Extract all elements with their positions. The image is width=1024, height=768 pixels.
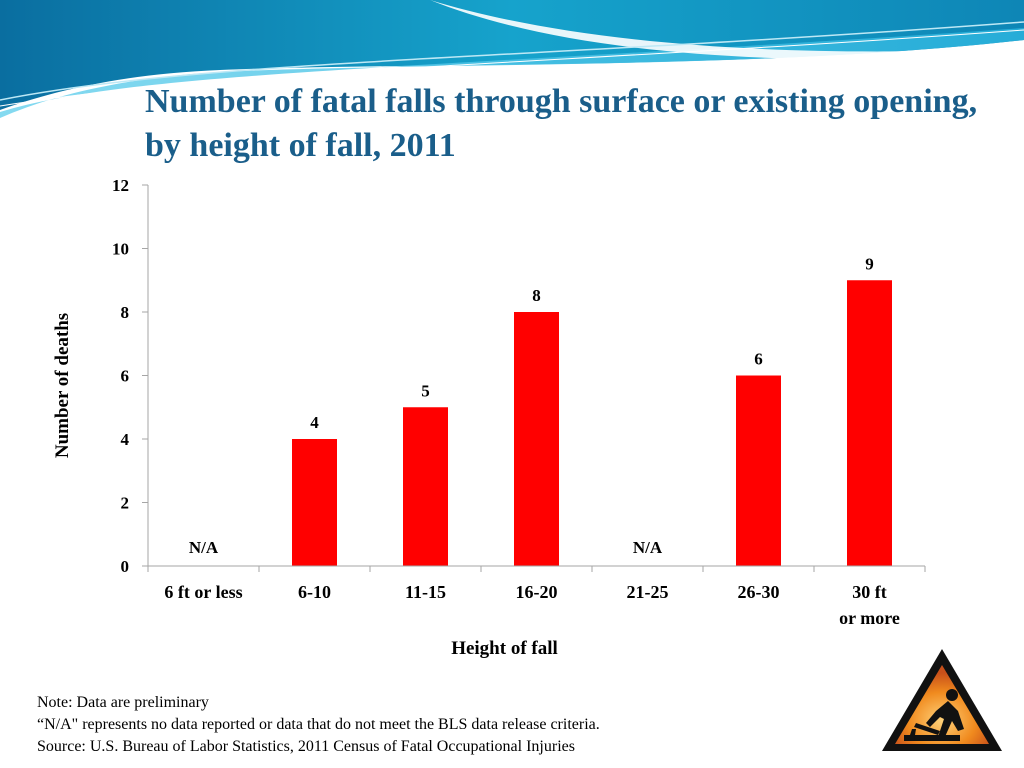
source-line: Source: U.S. Bureau of Labor Statistics,… bbox=[37, 738, 575, 755]
y-tick-label: 2 bbox=[121, 494, 130, 513]
y-tick-label: 8 bbox=[121, 303, 130, 322]
y-tick-label: 4 bbox=[121, 430, 130, 449]
bar bbox=[847, 280, 892, 566]
x-tick-label: 6-10 bbox=[298, 582, 331, 602]
x-tick-label: 6 ft or less bbox=[164, 582, 242, 602]
bar bbox=[292, 439, 337, 566]
construction-worker-warning-icon bbox=[882, 649, 1002, 751]
y-tick-label: 10 bbox=[112, 240, 129, 259]
bar bbox=[736, 375, 781, 566]
x-tick-label: 16-20 bbox=[516, 582, 558, 602]
bar bbox=[403, 407, 448, 566]
data-label: 4 bbox=[310, 413, 319, 432]
axes-layer bbox=[142, 184, 926, 572]
header-banner bbox=[0, 0, 1024, 118]
y-tick-label: 12 bbox=[112, 176, 129, 195]
data-label: 6 bbox=[754, 350, 763, 369]
data-label: N/A bbox=[189, 538, 219, 557]
chart-title: Number of fatal falls through surface or… bbox=[145, 83, 978, 164]
x-tick-label: 11-15 bbox=[405, 582, 446, 602]
x-tick-label: 26-30 bbox=[738, 582, 780, 602]
x-tick-label: 21-25 bbox=[627, 582, 669, 602]
bars-layer bbox=[292, 280, 892, 566]
bar bbox=[514, 312, 559, 566]
data-label: 9 bbox=[865, 254, 874, 273]
labels-layer: 0 2 4 6 8 10 12 N/A 6 ft or less 4 6-10 5 11-15 8 16-2… bbox=[52, 176, 900, 659]
y-axis-title: Number of deaths bbox=[52, 313, 73, 458]
x-axis-title: Height of fall bbox=[451, 638, 558, 659]
footnotes: Note: Data are preliminary “N/A" represe… bbox=[37, 692, 817, 758]
x-tick-label: 30 ft or more bbox=[839, 582, 900, 628]
bar-chart: 0 2 4 6 8 10 12 N/A 6 ft or less 4 6-10 5 11-15 8 16-2… bbox=[52, 176, 926, 659]
y-tick-label: 0 bbox=[121, 557, 130, 576]
note-line: Note: Data are preliminary bbox=[37, 694, 209, 711]
data-label: N/A bbox=[633, 538, 663, 557]
y-tick-label: 6 bbox=[121, 367, 130, 386]
data-label: 8 bbox=[532, 286, 541, 305]
data-label: 5 bbox=[421, 381, 430, 400]
note-line: “N/A" represents no data reported or dat… bbox=[37, 716, 600, 733]
